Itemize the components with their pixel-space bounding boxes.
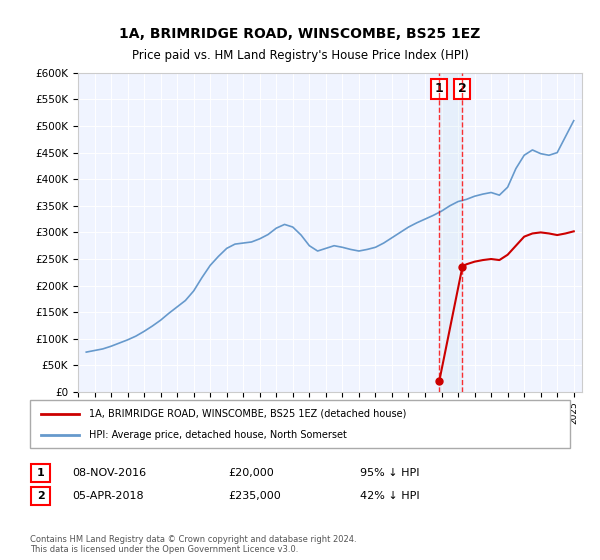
FancyBboxPatch shape bbox=[31, 464, 50, 482]
FancyBboxPatch shape bbox=[31, 487, 50, 505]
Text: 05-APR-2018: 05-APR-2018 bbox=[72, 491, 143, 501]
Text: 2: 2 bbox=[37, 491, 44, 501]
Text: 1A, BRIMRIDGE ROAD, WINSCOMBE, BS25 1EZ (detached house): 1A, BRIMRIDGE ROAD, WINSCOMBE, BS25 1EZ … bbox=[89, 409, 407, 419]
Text: Price paid vs. HM Land Registry's House Price Index (HPI): Price paid vs. HM Land Registry's House … bbox=[131, 49, 469, 63]
Text: 1: 1 bbox=[435, 82, 443, 95]
Text: £235,000: £235,000 bbox=[228, 491, 281, 501]
Text: 2: 2 bbox=[458, 82, 467, 95]
Text: 1: 1 bbox=[37, 468, 44, 478]
Text: 1A, BRIMRIDGE ROAD, WINSCOMBE, BS25 1EZ: 1A, BRIMRIDGE ROAD, WINSCOMBE, BS25 1EZ bbox=[119, 27, 481, 41]
Bar bbox=[439, 73, 463, 392]
Text: £20,000: £20,000 bbox=[228, 468, 274, 478]
Text: 95% ↓ HPI: 95% ↓ HPI bbox=[360, 468, 419, 478]
Text: HPI: Average price, detached house, North Somerset: HPI: Average price, detached house, Nort… bbox=[89, 430, 347, 440]
Text: 42% ↓ HPI: 42% ↓ HPI bbox=[360, 491, 419, 501]
FancyBboxPatch shape bbox=[30, 400, 570, 448]
Text: Contains HM Land Registry data © Crown copyright and database right 2024.
This d: Contains HM Land Registry data © Crown c… bbox=[30, 535, 356, 554]
Text: 08-NOV-2016: 08-NOV-2016 bbox=[72, 468, 146, 478]
